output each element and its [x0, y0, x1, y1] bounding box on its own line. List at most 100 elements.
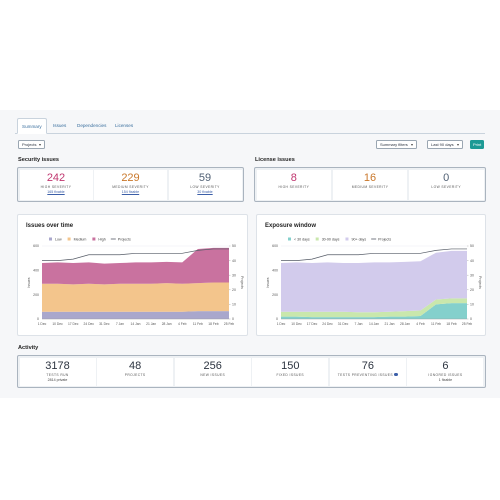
tab[interactable]: Summary [17, 118, 47, 134]
x-tick-label: 17 Dec [68, 322, 79, 326]
stat-box: 8 HIGH SEVERITY 16 MEDIUM SEVERITY 0 LOW SEVE… [254, 167, 486, 202]
stat-value: 59 [198, 171, 212, 184]
legend-label: Medium [74, 237, 87, 241]
x-tick-label: 21 Jan [146, 322, 156, 326]
x-tick-label: 4 Feb [178, 322, 187, 326]
stat-value: 256 [203, 359, 222, 372]
stat-label: NEW ISSUES [200, 372, 226, 377]
legend-label: High [98, 237, 105, 241]
stat-value: 76 [361, 359, 374, 372]
stat-label: TESTS RUN [46, 372, 69, 377]
legend-swatch [67, 237, 71, 241]
x-tick-label: 14 Jan [369, 322, 379, 326]
section-heading: Security issues [18, 157, 60, 163]
y2-axis-title: Projects [240, 276, 244, 289]
stat-sub[interactable]: 2814 private [47, 377, 68, 382]
y2-tick-label: 40 [232, 259, 236, 263]
y-tick-label: 600 [272, 244, 278, 248]
legend-swatch [315, 237, 319, 241]
legend-swatch [345, 237, 349, 241]
x-tick-label: 17 Dec [307, 322, 318, 326]
chart: Issues over time 0 200 400 600 0 10 20 30 40 50 Iss… [26, 223, 244, 326]
stat-value: 229 [121, 171, 140, 184]
stat-sub[interactable]: 165 fixable [47, 189, 65, 194]
stat-value: 3178 [45, 359, 70, 372]
x-tick-label: 7 Jan [354, 322, 362, 326]
y2-tick-label: 30 [232, 273, 236, 277]
x-tick-label: 1 Dec [38, 322, 47, 326]
x-tick-label: 7 Jan [116, 322, 124, 326]
chart-panel: Issues over time 0 200 400 600 0 10 20 30 40 50 Iss… [17, 214, 248, 336]
y2-tick-label: 30 [470, 273, 474, 277]
stat-value: 150 [281, 359, 300, 372]
stat-cell: 229 MEDIUM SEVERITY 154 fixable [94, 169, 167, 200]
stacked-area [42, 282, 229, 312]
y2-tick-label: 20 [470, 288, 474, 292]
series-line [281, 248, 467, 261]
stat-cell: 48 PROJECTS [97, 357, 174, 386]
stat-sub[interactable]: 30 fixable [197, 189, 213, 194]
tab[interactable]: Licenses [115, 123, 134, 128]
stat-value: 0 [443, 171, 450, 184]
stat-sub[interactable]: 154 fixable [121, 189, 140, 194]
legend-label: 30-90 days [322, 237, 340, 241]
section-heading: Activity [18, 345, 39, 351]
stat-label: HIGH SEVERITY [278, 184, 310, 189]
stacked-area [281, 303, 467, 319]
stat-sub[interactable]: 1 fixable [438, 377, 453, 382]
x-tick-label: 28 Jan [400, 322, 410, 326]
x-tick-label: 10 Dec [291, 322, 302, 326]
stacked-area [42, 311, 229, 319]
legend-label: Projects [118, 237, 131, 241]
y-tick-label: 400 [272, 269, 278, 273]
stat-cell: 242 HIGH SEVERITY 165 fixable [19, 169, 93, 200]
info-icon [394, 372, 398, 377]
print-button[interactable]: Print [470, 140, 485, 149]
x-tick-label: 11 Feb [193, 322, 203, 326]
legend-label: Low [55, 237, 62, 241]
stat-value: 242 [46, 171, 66, 184]
projects-dropdown[interactable]: Projects [18, 140, 46, 149]
chart: Exposure window 0 200 400 600 0 10 20 30 40 50 Issu… [265, 223, 482, 326]
x-tick-label: 31 Dec [338, 322, 349, 326]
section-heading: License issues [255, 157, 295, 163]
stat-cell: 3178 TESTS RUN 2814 private [19, 357, 96, 386]
stat-label: PROJECTS [124, 372, 146, 377]
x-tick-label: 18 Feb [446, 322, 456, 326]
legend-label: 90+ days [351, 237, 366, 241]
stacked-area [281, 250, 467, 313]
tab[interactable]: Issues [53, 123, 67, 128]
y-axis-title: Issues [266, 277, 270, 287]
stat-cell: 150 FIXED ISSUES [252, 357, 329, 386]
stat-label: HIGH SEVERITY [40, 184, 72, 189]
x-tick-label: 21 Jan [385, 322, 395, 326]
x-tick-label: 28 Jan [162, 322, 172, 326]
stat-label: FIXED ISSUES [276, 372, 305, 377]
x-tick-label: 24 Dec [84, 322, 95, 326]
stat-box: 3178 TESTS RUN 2814 private 48 PROJECTS 256 NE… [17, 355, 486, 388]
stat-cell: 0 LOW SEVERITY [408, 169, 484, 200]
x-tick-label: 10 Dec [52, 322, 63, 326]
filters-dropdown[interactable]: Summary filters [376, 140, 417, 149]
stat-label: IGNORED ISSUES [428, 372, 463, 377]
stat-cell: 16 MEDIUM SEVERITY [332, 169, 408, 200]
x-tick-label: 25 Feb [224, 322, 234, 326]
stat-value: 16 [363, 171, 377, 184]
stat-cell: 8 HIGH SEVERITY [256, 169, 332, 200]
y2-tick-label: 20 [232, 288, 236, 292]
stat-value: 48 [128, 359, 142, 372]
x-tick-label: 31 Dec [99, 322, 110, 326]
y2-tick-label: 50 [470, 244, 474, 248]
legend-label: Projects [378, 237, 391, 241]
stat-label: MEDIUM SEVERITY [351, 184, 389, 189]
x-tick-label: 18 Feb [208, 322, 218, 326]
y2-tick-label: 0 [470, 317, 472, 321]
tab[interactable]: Dependencies [77, 123, 107, 128]
stacked-area [281, 298, 467, 318]
y-tick-label: 600 [33, 244, 39, 248]
x-tick-label: 1 Dec [277, 322, 286, 326]
x-tick-label: 25 Feb [462, 322, 472, 326]
range-dropdown[interactable]: Last 90 days [427, 140, 463, 149]
stat-label: MEDIUM SEVERITY [112, 184, 149, 189]
